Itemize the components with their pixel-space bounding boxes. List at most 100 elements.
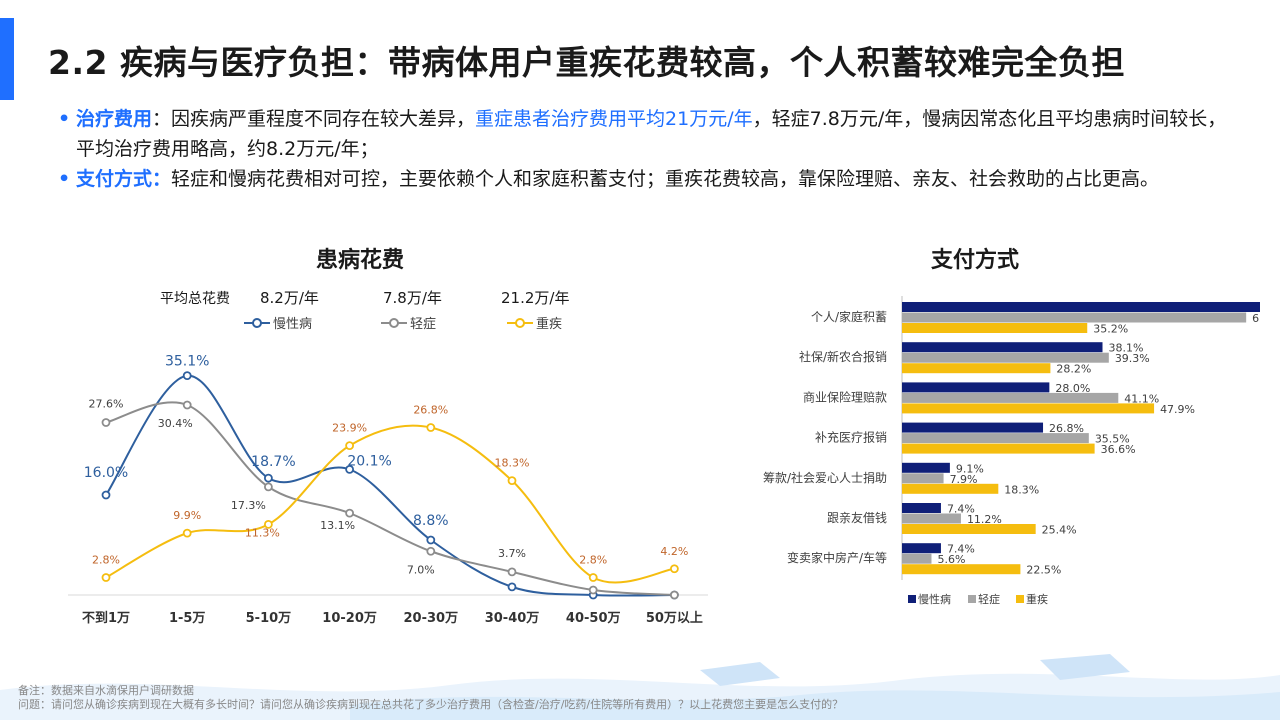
data-point bbox=[263, 519, 273, 529]
x-tick-label: 40-50万 bbox=[566, 611, 621, 626]
data-point bbox=[182, 400, 192, 410]
data-label: 13.1% bbox=[320, 519, 355, 532]
series-line bbox=[105, 401, 675, 596]
bar-value-label: 36.6% bbox=[1101, 443, 1136, 456]
category-label: 筹款/社会爱心人士捐助 bbox=[763, 470, 887, 485]
x-tick-label: 30-40万 bbox=[485, 611, 540, 626]
bar-value-label: 41.1% bbox=[1124, 392, 1159, 405]
data-label: 27.6% bbox=[89, 398, 124, 411]
bullet-keyword: 支付方式 bbox=[76, 168, 153, 190]
x-tick-label: 不到1万 bbox=[82, 611, 130, 626]
bar-value-label: 35.5% bbox=[1095, 433, 1130, 446]
data-label: 30.4% bbox=[158, 417, 193, 430]
category-label: 补充医疗报销 bbox=[815, 430, 887, 445]
data-label: 18.7% bbox=[251, 454, 295, 470]
bar bbox=[902, 403, 1155, 414]
bullet-keyword: 治疗费用 bbox=[76, 108, 153, 130]
bar-value-label: 7.4% bbox=[947, 543, 975, 556]
bar bbox=[902, 443, 1095, 454]
bar bbox=[902, 462, 950, 473]
bar bbox=[902, 323, 1088, 333]
bar-value-label: 22.5% bbox=[1026, 564, 1061, 577]
bar bbox=[902, 363, 1051, 374]
data-point bbox=[507, 567, 517, 577]
legend-label: 慢性病 bbox=[918, 592, 951, 606]
bar-value-label: 18.3% bbox=[1004, 483, 1039, 496]
data-point bbox=[588, 585, 598, 595]
decorative-wave-background bbox=[0, 654, 1280, 720]
data-label: 23.9% bbox=[332, 422, 367, 435]
data-label: 4.2% bbox=[660, 545, 688, 558]
category-label: 个人/家庭积蓄 bbox=[811, 309, 887, 324]
data-label: 7.0% bbox=[407, 563, 435, 576]
data-point bbox=[426, 546, 436, 556]
bar-value-label: 39.3% bbox=[1115, 352, 1150, 365]
bar-chart-title: 支付方式 bbox=[931, 248, 1020, 273]
data-label: 17.3% bbox=[231, 499, 266, 512]
bar bbox=[902, 473, 944, 484]
bullet-dot-icon: • bbox=[58, 168, 71, 190]
bar-value-label: 35.2% bbox=[1093, 323, 1128, 336]
title-accent-bar bbox=[0, 18, 14, 100]
bar-value-label: 47.9% bbox=[1160, 403, 1195, 416]
bar bbox=[902, 543, 941, 554]
bar-value-label: 9.1% bbox=[956, 462, 984, 475]
legend-swatch bbox=[968, 595, 976, 603]
bar-value-label: 28.2% bbox=[1056, 363, 1091, 376]
data-label: 11.3% bbox=[245, 526, 280, 539]
data-label: 9.9% bbox=[173, 509, 201, 522]
legend-marker bbox=[252, 318, 262, 328]
data-point bbox=[345, 508, 355, 518]
avg-cost-value: 8.2万/年 bbox=[260, 289, 319, 307]
bar bbox=[902, 392, 1119, 403]
data-point bbox=[670, 590, 679, 600]
bullet-text: 因疾病严重程度不同存在较大差异， bbox=[171, 108, 476, 130]
bar bbox=[902, 302, 1260, 312]
legend-label: 轻症 bbox=[978, 592, 1000, 606]
category-label: 跟亲友借钱 bbox=[827, 510, 887, 525]
bar bbox=[902, 382, 1050, 393]
data-point bbox=[426, 423, 436, 432]
avg-cost-value: 21.2万/年 bbox=[501, 289, 569, 307]
data-label: 16.0% bbox=[84, 465, 128, 481]
data-label: 26.8% bbox=[413, 404, 448, 417]
data-point bbox=[101, 490, 111, 500]
data-point bbox=[263, 482, 273, 492]
data-point bbox=[426, 535, 436, 545]
data-label: 35.1% bbox=[165, 354, 209, 370]
legend-label: 慢性病 bbox=[273, 316, 312, 332]
legend-marker bbox=[515, 318, 525, 328]
bullet-text: 轻症和慢病花费相对可控，主要依赖个人和家庭积蓄支付；重疾花费较高，靠保险理赔、亲… bbox=[171, 168, 1160, 190]
bar bbox=[902, 524, 1036, 534]
x-tick-label: 5-10万 bbox=[246, 611, 292, 626]
data-label: 3.7% bbox=[498, 547, 526, 560]
bar-value-label: 7.4% bbox=[947, 503, 975, 516]
data-point bbox=[182, 371, 192, 381]
series-line bbox=[105, 424, 675, 584]
bar-value-label: 25.4% bbox=[1042, 524, 1077, 537]
data-point bbox=[263, 473, 273, 483]
data-point bbox=[345, 441, 355, 451]
bar bbox=[902, 483, 999, 494]
legend-marker bbox=[389, 318, 399, 328]
bar bbox=[902, 342, 1103, 353]
page-title: 2.2 疾病与医疗负担：带病体用户重疾花费较高，个人积蓄较难完全负担 bbox=[48, 43, 1125, 82]
data-label: 2.8% bbox=[92, 554, 120, 567]
bar-value-label: 28.0% bbox=[1055, 382, 1090, 395]
bullet-colon: ： bbox=[152, 168, 172, 190]
bar bbox=[902, 352, 1109, 363]
data-point bbox=[101, 573, 111, 582]
category-label: 变卖家中房产/车等 bbox=[787, 550, 887, 565]
data-point bbox=[670, 564, 679, 574]
data-label: 20.1% bbox=[347, 453, 391, 469]
data-point bbox=[507, 582, 517, 592]
bar-value-label: 38.1% bbox=[1109, 342, 1144, 355]
summary-bullets: • 治疗费用：因疾病严重程度不同存在较大差异，重症患者治疗费用平均21万元/年，… bbox=[58, 104, 1228, 194]
bullet-payment-method: • 支付方式：轻症和慢病花费相对可控，主要依赖个人和家庭积蓄支付；重疾花费较高，… bbox=[58, 164, 1228, 194]
footer-note: 备注：数据来自水滴保用户调研数据 bbox=[18, 684, 194, 697]
bar-value-label: 7.9% bbox=[950, 473, 978, 486]
legend-label: 重疾 bbox=[1026, 592, 1048, 606]
bullet-treatment-cost: • 治疗费用：因疾病严重程度不同存在较大差异，重症患者治疗费用平均21万元/年，… bbox=[58, 104, 1228, 164]
legend-swatch bbox=[1016, 595, 1024, 603]
